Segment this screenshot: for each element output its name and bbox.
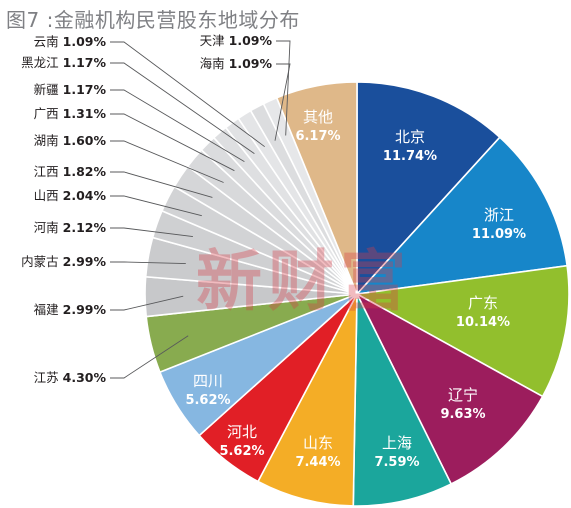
- slice-label-6: 河北 5.62%: [219, 423, 264, 459]
- pie-slice-21: [275, 81, 358, 295]
- leader-line-9: [110, 295, 184, 311]
- slice-label-name-20: 天津: [200, 33, 229, 48]
- slice-label-name-18: 云南: [34, 34, 63, 49]
- slice-label-name-12: 山西: [34, 188, 63, 203]
- slice-label-name-19: 海南: [200, 56, 229, 71]
- slice-label-4: 上海 7.59%: [374, 434, 419, 470]
- slice-label-value-6: 5.62%: [219, 444, 264, 459]
- slice-label-16: 新疆 1.17%: [34, 82, 107, 97]
- slice-label-21: 其他 6.17%: [295, 108, 340, 144]
- watermark: 新财富: [196, 243, 412, 320]
- slice-label-name-7: 四川: [193, 372, 223, 390]
- slice-label-name-13: 江西: [34, 164, 63, 179]
- slice-label-10: 内蒙古 2.99%: [21, 254, 106, 269]
- slice-label-3: 辽宁 9.63%: [440, 386, 485, 422]
- slice-label-9: 福建 2.99%: [34, 302, 107, 317]
- leader-line-11: [110, 227, 193, 238]
- leader-line-18: [110, 41, 265, 148]
- pie-slices: [144, 81, 570, 507]
- slice-label-value-16: 1.17%: [63, 82, 107, 97]
- slice-label-13: 江西 1.82%: [34, 164, 107, 179]
- slice-label-name-0: 北京: [395, 128, 425, 146]
- pie-slice-2: [354, 264, 570, 398]
- slice-label-name-5: 山东: [303, 434, 333, 452]
- leader-line-12: [110, 195, 202, 217]
- pie-slice-0: [356, 81, 501, 297]
- slice-label-value-9: 2.99%: [63, 302, 107, 317]
- slice-label-15: 广西 1.31%: [34, 106, 107, 121]
- slice-label-19: 海南 1.09%: [200, 56, 273, 71]
- slice-label-value-14: 1.60%: [63, 133, 107, 148]
- slice-label-18: 云南 1.09%: [34, 34, 107, 49]
- leader-line-17: [110, 62, 255, 154]
- chart-title: 图7 :金融机构民营股东地域分布: [6, 8, 300, 32]
- pie-slice-5: [256, 293, 358, 507]
- slice-label-value-15: 1.31%: [63, 106, 107, 121]
- slice-label-value-20: 1.09%: [229, 33, 273, 48]
- slice-label-value-1: 11.09%: [472, 227, 526, 242]
- slice-label-value-11: 2.12%: [63, 220, 107, 235]
- slice-label-12: 山西 2.04%: [34, 188, 107, 203]
- slice-label-value-17: 1.17%: [63, 55, 107, 70]
- slice-label-name-15: 广西: [34, 106, 63, 121]
- pie-slice-3: [355, 292, 544, 486]
- slice-label-name-4: 上海: [382, 434, 412, 452]
- slice-label-1: 浙江 11.09%: [472, 206, 526, 242]
- slice-label-value-12: 2.04%: [63, 188, 107, 203]
- slice-label-value-4: 7.59%: [374, 455, 419, 470]
- slice-label-name-11: 河南: [34, 220, 63, 235]
- slice-label-2: 广东 10.14%: [456, 294, 510, 330]
- slice-label-name-2: 广东: [468, 294, 498, 312]
- slice-label-name-6: 河北: [227, 423, 257, 441]
- slice-label-value-21: 6.17%: [295, 129, 340, 144]
- slice-label-20: 天津 1.09%: [200, 33, 273, 48]
- slice-label-name-10: 内蒙古: [21, 254, 62, 269]
- leader-line-13: [110, 171, 213, 198]
- slice-label-name-16: 新疆: [34, 82, 63, 97]
- leader-line-8: [110, 335, 189, 379]
- slice-label-name-1: 浙江: [484, 206, 514, 224]
- slice-label-14: 湖南 1.60%: [34, 133, 107, 148]
- slice-label-value-2: 10.14%: [456, 315, 510, 330]
- leader-lines: [110, 40, 291, 379]
- leader-line-14: [110, 140, 224, 183]
- pie-slice-4: [352, 293, 453, 507]
- slice-label-name-9: 福建: [34, 302, 63, 317]
- slice-label-value-19: 1.09%: [229, 56, 273, 71]
- leader-line-10: [110, 261, 186, 265]
- slice-label-name-3: 辽宁: [448, 386, 478, 404]
- slice-label-17: 黑龙江 1.17%: [21, 55, 106, 70]
- leader-line-19: [274, 63, 291, 141]
- slice-label-value-8: 4.30%: [63, 370, 107, 385]
- leader-line-16: [110, 89, 245, 162]
- pie-slice-1: [354, 136, 569, 296]
- slice-label-5: 山东 7.44%: [295, 434, 340, 470]
- slice-label-name-21: 其他: [303, 108, 333, 126]
- slice-label-name-17: 黑龙江: [21, 55, 62, 70]
- slice-label-0: 北京 11.74%: [383, 128, 437, 164]
- slice-labels: 北京 11.74% 浙江 11.09% 广东 10.14% 辽宁 9.63% 上海 7.59% 山东…: [21, 33, 526, 470]
- slice-label-value-13: 1.82%: [63, 164, 107, 179]
- leader-line-20: [276, 40, 291, 136]
- slice-label-name-14: 湖南: [34, 133, 63, 148]
- slice-label-value-18: 1.09%: [63, 34, 107, 49]
- leader-line-15: [110, 113, 235, 172]
- slice-label-value-5: 7.44%: [295, 455, 340, 470]
- slice-label-value-3: 9.63%: [440, 407, 485, 422]
- slice-label-value-7: 5.62%: [185, 393, 230, 408]
- slice-label-name-8: 江苏: [34, 370, 63, 385]
- slice-label-8: 江苏 4.30%: [34, 370, 107, 385]
- slice-label-7: 四川 5.62%: [185, 372, 230, 408]
- slice-label-value-0: 11.74%: [383, 149, 437, 164]
- slice-label-value-10: 2.99%: [63, 254, 107, 269]
- slice-label-11: 河南 2.12%: [34, 220, 107, 235]
